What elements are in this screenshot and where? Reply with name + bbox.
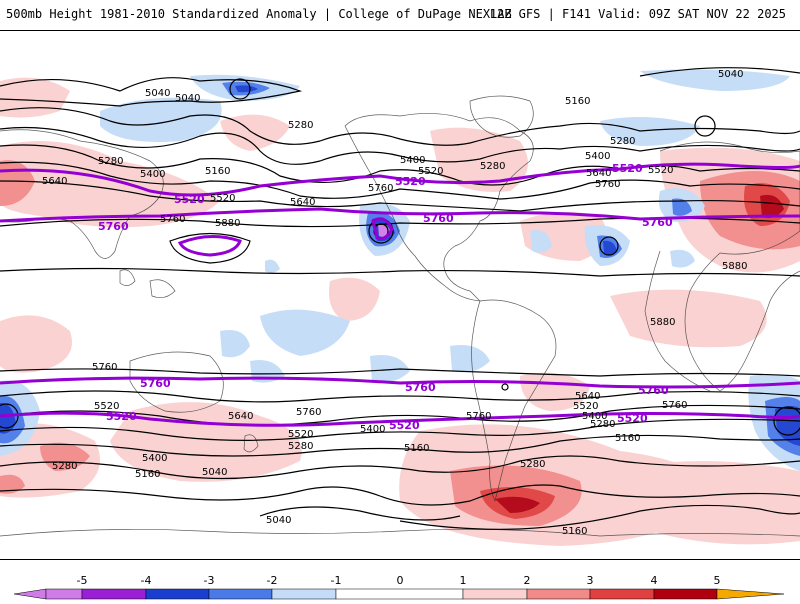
highlight-label-5760: 5760 xyxy=(423,212,454,225)
contour-label-5400: 5400 xyxy=(140,169,165,180)
model-run-info: 12Z GFS | F141 Valid: 09Z SAT NOV 22 202… xyxy=(489,7,786,21)
colorbar-tick-label: 1 xyxy=(460,574,467,587)
highlight-contour-labels: 5520 5520 5520 5760 5760 5760 5760 5760 … xyxy=(98,162,673,432)
colorbar-swatch-pos2 xyxy=(526,588,591,600)
contour-label-5760: 5760 xyxy=(595,179,620,190)
contour-label-5400: 5400 xyxy=(142,453,167,464)
contour-label-5520: 5520 xyxy=(573,401,598,412)
contour-label-5040: 5040 xyxy=(202,467,227,478)
contour-label-5640: 5640 xyxy=(290,197,315,208)
contour-label-5400: 5400 xyxy=(360,424,385,435)
colorbar-left-arrow xyxy=(13,588,47,600)
colorbar-tick-label: -1 xyxy=(331,574,342,587)
contour-label-5400: 5400 xyxy=(582,411,607,422)
contour-label-5160: 5160 xyxy=(562,526,587,537)
title-bar: 500mb Height 1981-2010 Standardized Anom… xyxy=(0,0,800,30)
anomaly-neg1-region xyxy=(100,97,222,142)
contour-label-5760: 5760 xyxy=(296,407,321,418)
contour-label-5280: 5280 xyxy=(288,441,313,452)
highlight-label-5760: 5760 xyxy=(642,216,673,229)
highlight-label-5520: 5520 xyxy=(612,162,643,175)
colorbar-swatch-neg2 xyxy=(208,588,273,600)
contour-label-5040: 5040 xyxy=(175,93,200,104)
colorbar-swatch-pos4 xyxy=(653,588,718,600)
contour-label-5400: 5400 xyxy=(400,155,425,166)
contour-label-5280: 5280 xyxy=(288,120,313,131)
colorbar-swatch-pos3 xyxy=(589,588,655,600)
contour-label-5280: 5280 xyxy=(610,136,635,147)
highlight-label-5520: 5520 xyxy=(395,175,426,188)
contour-label-5160: 5160 xyxy=(615,433,640,444)
contour-label-5040: 5040 xyxy=(266,515,291,526)
colorbar-tick-label: -3 xyxy=(204,574,215,587)
contour-label-5040: 5040 xyxy=(718,69,743,80)
colorbar-swatch-neg5 xyxy=(45,588,83,600)
anomaly-pos4-region xyxy=(760,194,784,218)
colorbar-tick-label: 3 xyxy=(587,574,594,587)
contour-label-5280: 5280 xyxy=(98,156,123,167)
contour-label-5160: 5160 xyxy=(205,166,230,177)
colorbar-tick-label: -2 xyxy=(267,574,278,587)
contour-label-5160: 5160 xyxy=(135,469,160,480)
contour-label-5400: 5400 xyxy=(585,151,610,162)
contour-label-5640: 5640 xyxy=(575,391,600,402)
colorbar-tick-label: 4 xyxy=(651,574,658,587)
contour-label-5160: 5160 xyxy=(404,443,429,454)
contour-label-5640: 5640 xyxy=(228,411,253,422)
contour-label-5760: 5760 xyxy=(160,214,185,225)
contour-label-5880: 5880 xyxy=(722,261,747,272)
colorbar: -5 -4 -3 -2 -1 0 1 2 3 4 5 xyxy=(0,572,800,600)
colorbar-swatch-neg3 xyxy=(145,588,210,600)
highlight-label-5760: 5760 xyxy=(140,377,171,390)
colorbar-tick-label: -5 xyxy=(77,574,88,587)
contour-label-5880: 5880 xyxy=(650,317,675,328)
highlight-label-5520: 5520 xyxy=(174,193,205,206)
colorbar-right-arrow xyxy=(716,588,785,600)
contour-label-5640: 5640 xyxy=(42,176,67,187)
highlight-label-5520: 5520 xyxy=(106,410,137,423)
contour-labels: 5040 5040 5040 5160 5280 5280 5280 5280 … xyxy=(42,69,747,537)
contour-label-5520: 5520 xyxy=(288,429,313,440)
contour-label-5880: 5880 xyxy=(215,218,240,229)
contour-label-5280: 5280 xyxy=(480,161,505,172)
contour-label-5280: 5280 xyxy=(520,459,545,470)
colorbar-swatch-neg4 xyxy=(81,588,147,600)
highlight-label-5760: 5760 xyxy=(98,220,129,233)
contour-label-5760: 5760 xyxy=(466,411,491,422)
map-title: 500mb Height 1981-2010 Standardized Anom… xyxy=(6,7,512,21)
highlight-contours xyxy=(0,162,800,427)
contour-label-5760: 5760 xyxy=(368,183,393,194)
colorbar-swatch-zero xyxy=(335,588,464,600)
highlight-label-5760: 5760 xyxy=(405,381,436,394)
highlight-label-5520: 5520 xyxy=(617,412,648,425)
contour-label-5520: 5520 xyxy=(418,166,443,177)
coastlines xyxy=(0,95,800,537)
colorbar-swatch-neg1 xyxy=(271,588,337,600)
anomaly-shading xyxy=(0,69,800,546)
contour-label-5160: 5160 xyxy=(565,96,590,107)
colorbar-swatch-pos1 xyxy=(462,588,528,600)
highlight-label-5760: 5760 xyxy=(638,384,669,397)
contour-label-5040: 5040 xyxy=(145,88,170,99)
contour-label-5280: 5280 xyxy=(52,461,77,472)
contour-label-5280: 5280 xyxy=(590,419,615,430)
highlight-label-5520: 5520 xyxy=(389,419,420,432)
contour-label-5760: 5760 xyxy=(92,362,117,373)
anomaly-map: 5040 5040 5040 5160 5280 5280 5280 5280 … xyxy=(0,30,800,560)
contour-label-5520: 5520 xyxy=(210,193,235,204)
colorbar-tick-label: 2 xyxy=(524,574,531,587)
colorbar-tick-label: 5 xyxy=(714,574,721,587)
colorbar-tick-label: -4 xyxy=(141,574,152,587)
contour-label-5640: 5640 xyxy=(586,168,611,179)
colorbar-tick-label: 0 xyxy=(397,574,404,587)
contour-label-5520: 5520 xyxy=(648,165,673,176)
contour-label-5760: 5760 xyxy=(662,400,687,411)
contour-label-5520: 5520 xyxy=(94,401,119,412)
